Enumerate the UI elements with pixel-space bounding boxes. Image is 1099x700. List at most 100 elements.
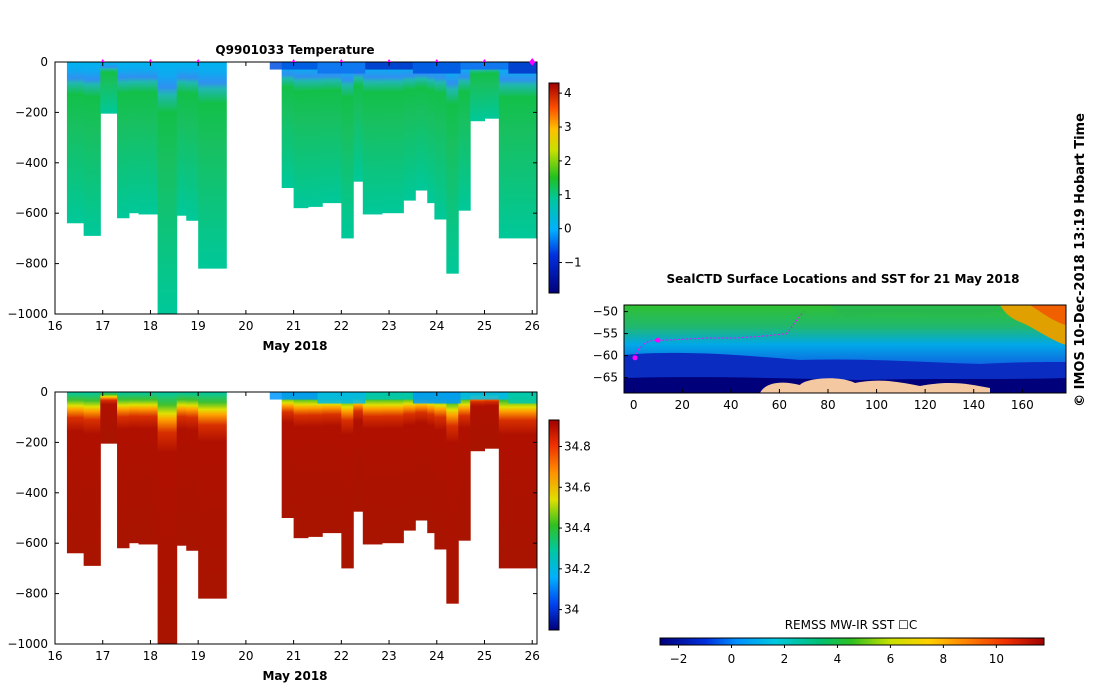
temperature-ytick-label: −1000 [7,307,48,321]
temperature-xtick-label: 23 [381,319,396,333]
salinity-profile-column [427,392,435,534]
salinity-profile-column [520,392,537,569]
salinity-profile-column [138,392,159,545]
temperature-colorbar-tick-label: 2 [564,154,572,168]
salinity-surface-band [412,392,461,404]
temperature-colorbar-tick-label: 1 [564,188,572,202]
salinity-profile-column [415,392,428,521]
temperature-profile-column [427,62,435,204]
temperature-panel: Q9901033 Temperature 0 −200 −400 −600 −800 −1… [7,43,581,353]
temperature-xtick-label: 24 [429,319,444,333]
seal-position-point [632,355,638,361]
temperature-xtick-label: 20 [238,319,253,333]
salinity-profile-column [307,392,323,537]
profile-marker [291,59,296,62]
temperature-profile-column [293,62,309,209]
temperature-xtick-label: 17 [95,319,110,333]
salinity-profile-column [117,392,130,549]
temperature-profile-column [341,62,354,239]
temperature-profile-column [434,62,447,220]
temperature-xtick-label: 19 [191,319,206,333]
salinity-axes-frame [54,391,538,645]
antarctic-coast [760,378,990,393]
salinity-profile-column [381,392,404,544]
temperature-profile-column [138,62,159,215]
salinity-surface-band [508,392,537,404]
sst-map-ytick-label: −60 [593,349,618,363]
salinity-profile-column [353,392,364,512]
temperature-surface-band [508,62,537,74]
sst-map-ytick-label: −55 [593,327,618,341]
temperature-colorbar-ticks: 4 3 2 1 0 −1 [559,86,582,270]
salinity-profile-column [186,392,199,551]
salinity-profile-column [128,392,140,544]
profile-marker [196,59,201,62]
temperature-profile-column [362,62,383,215]
profile-marker [482,59,487,62]
imos-credit: © IMOS 10-Dec-2018 13:19 Hobart Time [1073,113,1088,407]
temperature-xtick-label: 25 [477,319,492,333]
sst-map-xaxis: 0 20 40 60 80 100 120 140 160 [630,389,1034,412]
salinity-ytick-label: −600 [15,536,48,550]
salinity-xtick-label: 21 [286,649,301,663]
salinity-ytick-label: −1000 [7,637,48,651]
salinity-profile-column [322,392,342,534]
salinity-profile-column [484,392,500,449]
temperature-profile-column [307,62,323,207]
temperature-profile-column [281,62,295,188]
salinity-profile-column [293,392,309,539]
sst-map-ytick-label: −50 [593,305,618,319]
salinity-profile-column [66,392,85,554]
profile-marker [339,59,344,62]
temperature-profile-column [322,62,342,204]
salinity-xlabel: May 2018 [262,669,327,683]
salinity-profile-column [362,392,383,545]
temperature-title: Q9901033 Temperature [215,43,374,57]
sst-map-yaxis: −50 −55 −60 −65 [593,305,628,385]
sst-map-title: SealCTD Surface Locations and SST for 21… [666,272,1019,286]
sst-hot-patch [1030,305,1066,325]
temperature-profile-column [520,62,537,239]
temperature-colorbar-tick-label: −1 [564,256,582,270]
sst-map-frame [623,304,1067,394]
sst-map-xtick-label: 100 [865,398,888,412]
salinity-colorbar [548,419,560,631]
temperature-surface-band [412,62,461,74]
sst-colorbar-tick-label: −2 [670,652,688,666]
salinity-xtick-label: 17 [95,649,110,663]
salinity-profile-column [470,392,486,452]
salinity-profile-column [83,392,101,566]
seal-positions [632,337,661,361]
sst-map-xtick-label: 140 [962,398,985,412]
salinity-profile-column [446,392,459,604]
salinity-ytick-label: −800 [15,587,48,601]
sst-map-xtick-label: 20 [675,398,690,412]
sst-colorbar-tick-label: 10 [989,652,1004,666]
temperature-profile-column [415,62,428,191]
salinity-ytick-label: −200 [15,435,48,449]
temperature-profile-column [83,62,101,236]
temperature-colorbar-tick-label: 4 [564,86,572,100]
temperature-profile-column [484,62,500,119]
salinity-profile-column [434,392,447,550]
temperature-profile-column [381,62,404,214]
sst-map-xtick-label: 40 [723,398,738,412]
temperature-profile-column [128,62,140,214]
sst-map-xtick-label: 120 [914,398,937,412]
salinity-profile-column [198,392,228,599]
salinity-profile-column [403,392,416,531]
salinity-colorbar-tick-label: 34.2 [564,562,591,576]
temperature-surface-band [317,62,366,74]
salinity-colorbar-tick-label: 34 [564,603,579,617]
sst-map-xtick-label: 60 [772,398,787,412]
profile-marker [148,59,153,62]
temperature-profile-column [100,62,118,114]
sst-map-xtick-label: 160 [1011,398,1034,412]
salinity-xtick-label: 22 [334,649,349,663]
salinity-colorbar-tick-label: 34.4 [564,521,591,535]
temperature-profile-column [470,62,486,122]
salinity-ytick-label: 0 [40,385,48,399]
temperature-profile-column [353,62,364,182]
temperature-profile-column [498,62,521,239]
